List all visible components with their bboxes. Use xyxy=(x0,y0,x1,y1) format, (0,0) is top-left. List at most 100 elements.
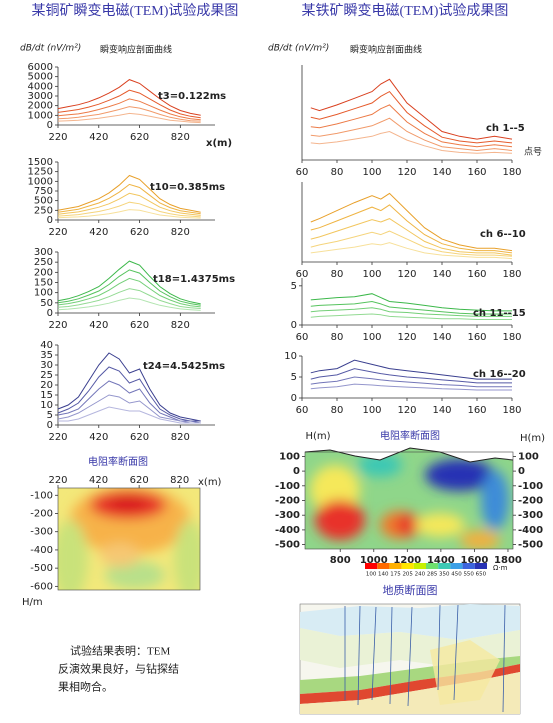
series-line xyxy=(57,174,201,213)
x-tick-label: 220 xyxy=(48,432,67,443)
y-tick-label: 100 xyxy=(279,451,300,462)
geologic-image xyxy=(299,603,521,715)
x-tick-label: 80 xyxy=(331,269,344,280)
x-tick-label: 60 xyxy=(296,332,309,343)
note: 试验结果表明：TEM 反演效果良好，与钻探结 果相吻合。 xyxy=(58,644,179,694)
y-tick-label: 0 xyxy=(293,466,300,477)
y-tick-label: 0 xyxy=(47,120,53,131)
y-tick-label: 100 xyxy=(518,451,539,462)
x-tick-label: 220 xyxy=(48,227,67,238)
y-axis-label: dB/dt (nV/m²) xyxy=(20,44,81,54)
series-line xyxy=(57,380,201,424)
y-tick-label: 0 xyxy=(47,308,53,319)
series-line xyxy=(310,192,513,252)
series-line xyxy=(310,376,512,388)
y-tick-label: -300 xyxy=(275,510,300,521)
y-tick-label: 0 xyxy=(291,393,297,404)
series-line xyxy=(57,260,201,305)
colorbar-cell xyxy=(438,563,451,569)
x-tick-label: 420 xyxy=(89,132,108,143)
page-title: 某铜矿瞬变电磁(TEM)试验成果图 xyxy=(32,3,239,19)
colorbar-cell xyxy=(365,563,378,569)
series-line xyxy=(310,204,513,254)
colorbar-cell xyxy=(401,563,414,569)
x-tick-label: 1800 xyxy=(494,555,522,566)
x-tick-label: 160 xyxy=(467,167,486,178)
x-tick-label: 220 xyxy=(48,132,67,143)
y-tick-label: 1000 xyxy=(28,176,53,187)
y-tick-label: 6000 xyxy=(28,62,53,73)
x-tick-label: 140 xyxy=(432,269,451,280)
x-tick-label: 140 xyxy=(432,332,451,343)
y-tick-label: 5 xyxy=(291,372,297,383)
x-tick-label: 220 xyxy=(48,320,67,331)
series-line xyxy=(310,218,513,256)
colorbar-label: 350 xyxy=(439,572,450,578)
x-tick-label: 80 xyxy=(331,405,344,416)
x-tick-label: 620 xyxy=(130,475,149,486)
y-tick-label: 200 xyxy=(34,267,53,278)
y-tick-label: 50 xyxy=(40,298,53,309)
x-tick-label: 420 xyxy=(89,320,108,331)
y-tick-label: 0 xyxy=(47,420,53,431)
x-tick-label: 60 xyxy=(296,167,309,178)
x-tick-label: 220 xyxy=(48,475,67,486)
annotation: t24=4.5425ms xyxy=(143,361,225,372)
series-line xyxy=(58,406,201,424)
resistivity-image xyxy=(305,448,513,549)
y-tick-label: -300 xyxy=(518,510,543,521)
colorbar-cell xyxy=(462,563,475,569)
series-line xyxy=(57,288,201,309)
series-line xyxy=(310,359,512,380)
y-tick-label: 150 xyxy=(34,278,53,289)
x-tick-label: 1600 xyxy=(460,555,488,566)
colorbar-cell xyxy=(426,563,439,569)
annotation: t3=0.122ms xyxy=(158,91,226,102)
x-tick-label: 80 xyxy=(331,167,344,178)
x-tick-label: 820 xyxy=(171,432,190,443)
section-title: 地质断面图 xyxy=(383,583,438,597)
y-tick-label: -500 xyxy=(275,540,300,551)
annotation: ch 6--10 xyxy=(480,229,526,240)
y-tick-label: -500 xyxy=(518,540,543,551)
y-tick-label: -400 xyxy=(30,545,53,556)
section-title: 电阻率断面图 xyxy=(380,429,440,442)
series-line xyxy=(310,242,513,260)
x-tick-label: 820 xyxy=(171,227,190,238)
y-tick-label: 3000 xyxy=(28,91,53,102)
y-tick-label: 0 xyxy=(47,215,53,226)
colorbar-label: 650 xyxy=(476,572,487,578)
x-tick-label: 120 xyxy=(397,167,416,178)
y-tick-label: 35 xyxy=(40,350,53,361)
annotation: t10=0.385ms xyxy=(150,182,225,193)
y-tick-label: 15 xyxy=(40,390,53,401)
series-line xyxy=(57,394,201,424)
series-line xyxy=(310,383,512,391)
x-tick-label: 140 xyxy=(432,405,451,416)
colorbar-label: 450 xyxy=(451,572,462,578)
y-tick-label: 20 xyxy=(40,380,53,391)
series-line xyxy=(310,130,513,154)
series-line xyxy=(310,104,513,148)
colorbar-cell xyxy=(450,563,463,569)
series-line xyxy=(57,297,201,311)
colorbar-cell xyxy=(389,563,402,569)
series-line xyxy=(57,183,201,215)
subtitle: 瞬变响应剖面曲线 xyxy=(100,44,172,56)
y-tick-label: 5 xyxy=(47,410,53,421)
x-tick-label: 1200 xyxy=(393,555,421,566)
y-tick-label: 0 xyxy=(291,320,297,331)
y-tick-label: 250 xyxy=(34,205,53,216)
series-line xyxy=(57,192,201,216)
x-tick-label: 160 xyxy=(467,332,486,343)
series-line xyxy=(310,293,512,312)
annotation: t18=1.4375ms xyxy=(153,274,235,285)
colorbar-label: 140 xyxy=(378,572,389,578)
series-line xyxy=(57,79,201,116)
page-title: 某铁矿瞬变电磁(TEM)试验成果图 xyxy=(302,3,509,19)
y-axis-label: H/m xyxy=(22,597,43,608)
y-tick-label: -400 xyxy=(275,525,300,536)
x-tick-label: 100 xyxy=(362,167,381,178)
x-tick-label: 420 xyxy=(89,432,108,443)
x-tick-label: 180 xyxy=(502,167,521,178)
